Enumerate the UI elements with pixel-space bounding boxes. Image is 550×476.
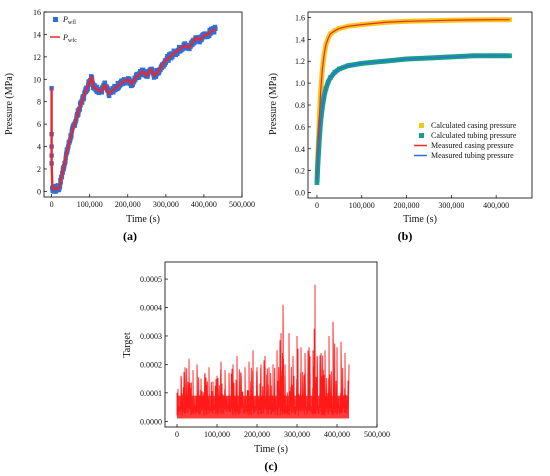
legend-sub: wfl [68,19,76,26]
x-tick-label: 100,000 [77,200,103,209]
data-point [207,33,212,39]
y-tick-label: 0.0 [295,189,305,198]
x-tick-label: 200,000 [115,200,141,209]
x-tick-label: 100,000 [204,430,230,439]
x-axis-label: Time (s) [403,214,437,225]
x-tick-label: 500,000 [364,430,390,439]
x-tick-label: 200,000 [244,430,270,439]
y-tick-label: 1.6 [295,13,305,22]
x-tick-label: 300,000 [284,430,310,439]
x-axis-label: Time (s) [126,214,160,225]
y-tick-label: 4 [37,143,41,152]
panel-label-b: (b) [398,229,413,243]
panel-label-a: (a) [123,229,137,243]
x-tick-label: 0 [175,430,179,439]
x-tick-label: 400,000 [324,430,350,439]
y-tick-label: 0 [37,187,41,196]
y-tick-label: 8 [37,98,41,107]
y-tick-label: 14 [33,30,41,39]
chart-panel-c: 0 100,000 200,000 300,000 400,000 500,000 0.00… [122,261,390,473]
data-point [176,44,182,50]
chart-panel-a: 0 100,000 200,000 300,000 400,000 500,000 0 2 4 6… [4,8,255,243]
y-tick-label: 0.0001 [140,389,162,398]
y-tick-label: 0.4 [295,145,305,154]
y-tick-label: 0.0004 [140,304,162,313]
plot-frame [43,11,243,198]
x-axis-label: Time (s) [254,444,288,455]
legend-main: P [62,15,68,24]
series-line [316,55,510,183]
legend-label: Measured casing pressure [431,141,514,150]
x-tick-label: 400,000 [483,201,509,210]
data-point [187,46,192,52]
legend: Pwfl Pwfc [50,15,77,44]
legend-label: Measured tubing pressure [431,151,514,160]
data-point [212,30,217,35]
legend-marker-square [53,17,58,22]
legend-sub: wfc [68,37,77,44]
y-tick-label: 1.4 [295,35,305,44]
data-point [127,76,132,82]
y-tick-label: 6 [37,120,41,129]
x-tick-label: 100,000 [349,201,375,210]
y-axis-label: Pressure (MPa) [4,73,15,135]
legend-marker-square [419,123,424,128]
y-tick-label: 1.2 [295,57,305,66]
panel-label-c: (c) [264,459,277,473]
chart-panel-b: 0 100,000 200,000 300,000 400,000 0.0 0.2 0.4 0.… [268,11,533,243]
x-tick-label: 200,000 [394,201,420,210]
legend-label: Pwfl [62,15,76,26]
y-tick-label: 0.0000 [140,417,162,426]
legend-main: P [62,33,68,42]
tick-labels: 0 100,000 200,000 300,000 400,000 0.0 0.2 0.4 0.… [295,13,509,210]
data-point [102,80,108,85]
y-tick-label: 0.0005 [140,275,162,284]
x-tick-label: 500,000 [229,200,255,209]
legend-label: Pwfc [62,33,77,44]
series-layer [49,24,218,194]
y-tick-label: 12 [33,53,41,62]
data-point [212,24,218,30]
y-tick-label: 0.8 [295,101,305,110]
y-axis-label: Target [122,332,133,357]
series-layer [176,284,350,419]
legend-marker-square [419,133,424,138]
y-tick-label: 0.2 [295,167,305,176]
data-point [130,82,135,87]
legend-label: Calculated tubing pressure [431,131,517,140]
legend-label: Calculated casing pressure [431,121,517,130]
tick-labels: 0 100,000 200,000 300,000 400,000 500,000 0.00… [140,275,390,439]
data-point [94,84,100,90]
y-tick-label: 0.6 [295,123,305,132]
y-tick-label: 16 [33,8,41,17]
data-point [170,54,175,60]
series-line [50,27,216,191]
series-band [177,395,349,419]
y-tick-label: 10 [33,75,41,84]
y-tick-label: 0.0002 [140,360,162,369]
x-tick-label: 0 [315,201,319,210]
data-point [106,93,112,99]
x-tick-label: 300,000 [153,200,179,209]
y-axis-label: Pressure (MPa) [268,73,279,135]
y-tick-label: 2 [37,165,41,174]
series-layer [314,17,512,185]
plot-frame [307,11,533,199]
data-point [143,69,148,74]
x-tick-label: 300,000 [438,201,464,210]
tick-labels: 0 100,000 200,000 300,000 400,000 500,000 0 2 4 6… [33,8,255,209]
x-tick-label: 0 [50,200,54,209]
data-point [166,58,171,63]
series-line [316,19,510,180]
y-tick-label: 1.0 [295,79,305,88]
x-tick-label: 400,000 [191,200,217,209]
y-tick-label: 0.0003 [140,332,162,341]
